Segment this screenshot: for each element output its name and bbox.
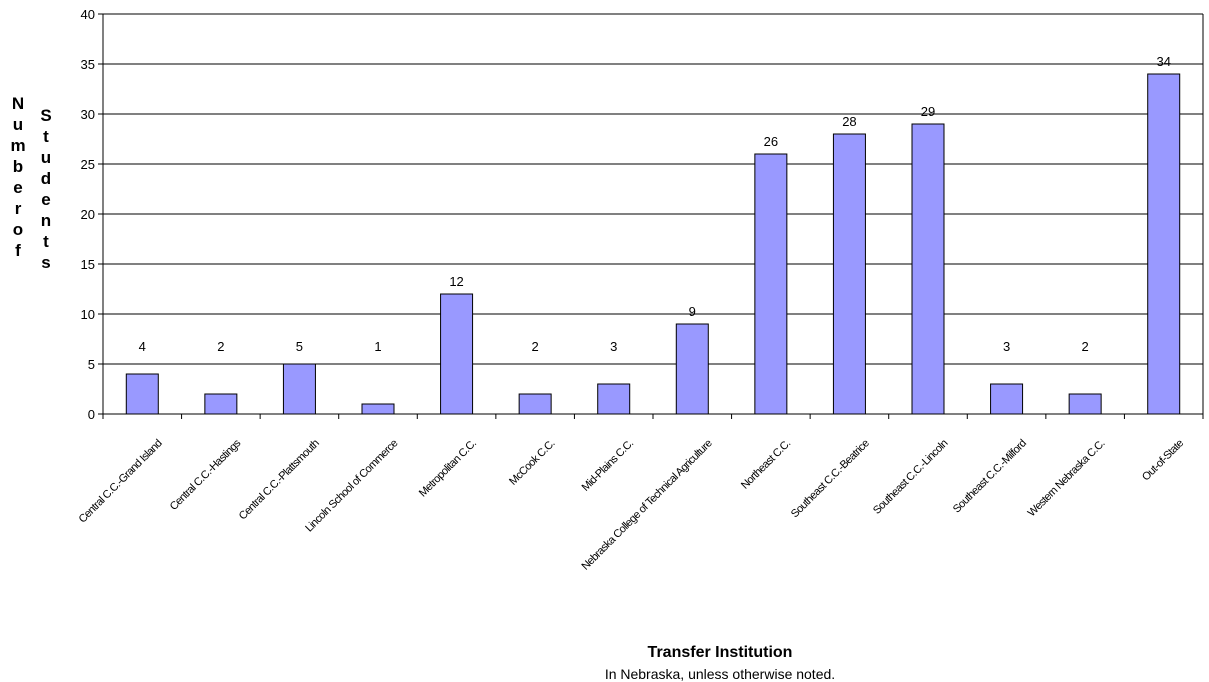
data-label: 2 <box>217 339 224 354</box>
data-label: 28 <box>842 114 856 129</box>
x-tick-label: Central C.C.-Grand Island <box>77 437 165 525</box>
data-label: 2 <box>1082 339 1089 354</box>
x-tick-label: Lincoln School of Commerce <box>303 437 400 534</box>
y-tick-label: 15 <box>81 257 95 272</box>
x-tick-label: Central C.C.-Plattsmouth <box>237 437 322 522</box>
bar <box>911 123 945 415</box>
y-axis-label-word-2: S t u d e n t s <box>40 106 52 272</box>
bar <box>675 323 709 415</box>
y-tick-label: 40 <box>81 7 95 22</box>
x-axis-subtitle: In Nebraska, unless otherwise noted. <box>604 666 836 682</box>
y-tick-label: 0 <box>88 407 95 422</box>
data-label: 12 <box>449 274 463 289</box>
bar <box>361 403 395 415</box>
x-tick-label: Central C.C.-Hastings <box>168 437 244 513</box>
bar <box>1068 393 1102 415</box>
data-label: 9 <box>689 304 696 319</box>
bar <box>125 373 159 415</box>
x-tick-label: Northeast C.C. <box>739 437 793 491</box>
x-axis-title: Transfer Institution <box>647 644 793 661</box>
x-tick-label: Mid-Plains C.C. <box>580 437 637 494</box>
x-tick-label: Southeast C.C.-Milford <box>951 437 1029 515</box>
bar <box>832 133 866 415</box>
y-tick-label: 30 <box>81 107 95 122</box>
y-tick-label: 5 <box>88 357 95 372</box>
data-label: 5 <box>296 339 303 354</box>
data-label: 3 <box>1003 339 1010 354</box>
y-tick-label: 25 <box>81 157 95 172</box>
bar <box>282 363 316 415</box>
gridlines <box>103 13 1204 414</box>
y-tick-label: 35 <box>81 57 95 72</box>
bar <box>518 393 552 415</box>
x-tick-label: Western Nebraska C.C. <box>1026 437 1108 519</box>
data-label: 4 <box>139 339 146 354</box>
bar <box>204 393 238 415</box>
bar <box>990 383 1024 415</box>
data-label: 34 <box>1156 54 1170 69</box>
data-label: 29 <box>921 104 935 119</box>
data-label: 26 <box>764 134 778 149</box>
bar <box>597 383 631 415</box>
bar <box>440 293 474 415</box>
bar <box>1147 73 1181 415</box>
bars <box>125 73 1181 415</box>
x-tick-label: Nebraska College of Technical Agricultur… <box>579 437 714 572</box>
x-tick-label: Out-of-State <box>1140 437 1186 483</box>
x-axis-tick-labels: Central C.C.-Grand Island Central C.C.-Ha… <box>77 414 1204 573</box>
data-label: 2 <box>532 339 539 354</box>
y-axis-ticks: 0 5 10 15 20 25 30 35 40 <box>81 7 103 422</box>
y-tick-label: 20 <box>81 207 95 222</box>
data-label: 3 <box>610 339 617 354</box>
data-label: 1 <box>374 339 381 354</box>
x-tick-label: Metropolitan C.C. <box>417 437 479 499</box>
bar <box>754 153 788 415</box>
x-tick-label: McCook C.C. <box>507 437 557 487</box>
x-tick-label: Southeast C.C.-Lincoln <box>871 437 950 516</box>
x-tick-label: Southeast C.C.-Beatrice <box>789 437 872 520</box>
y-axis-label-word-1: N u m b e r o f <box>10 94 26 260</box>
y-tick-label: 10 <box>81 307 95 322</box>
